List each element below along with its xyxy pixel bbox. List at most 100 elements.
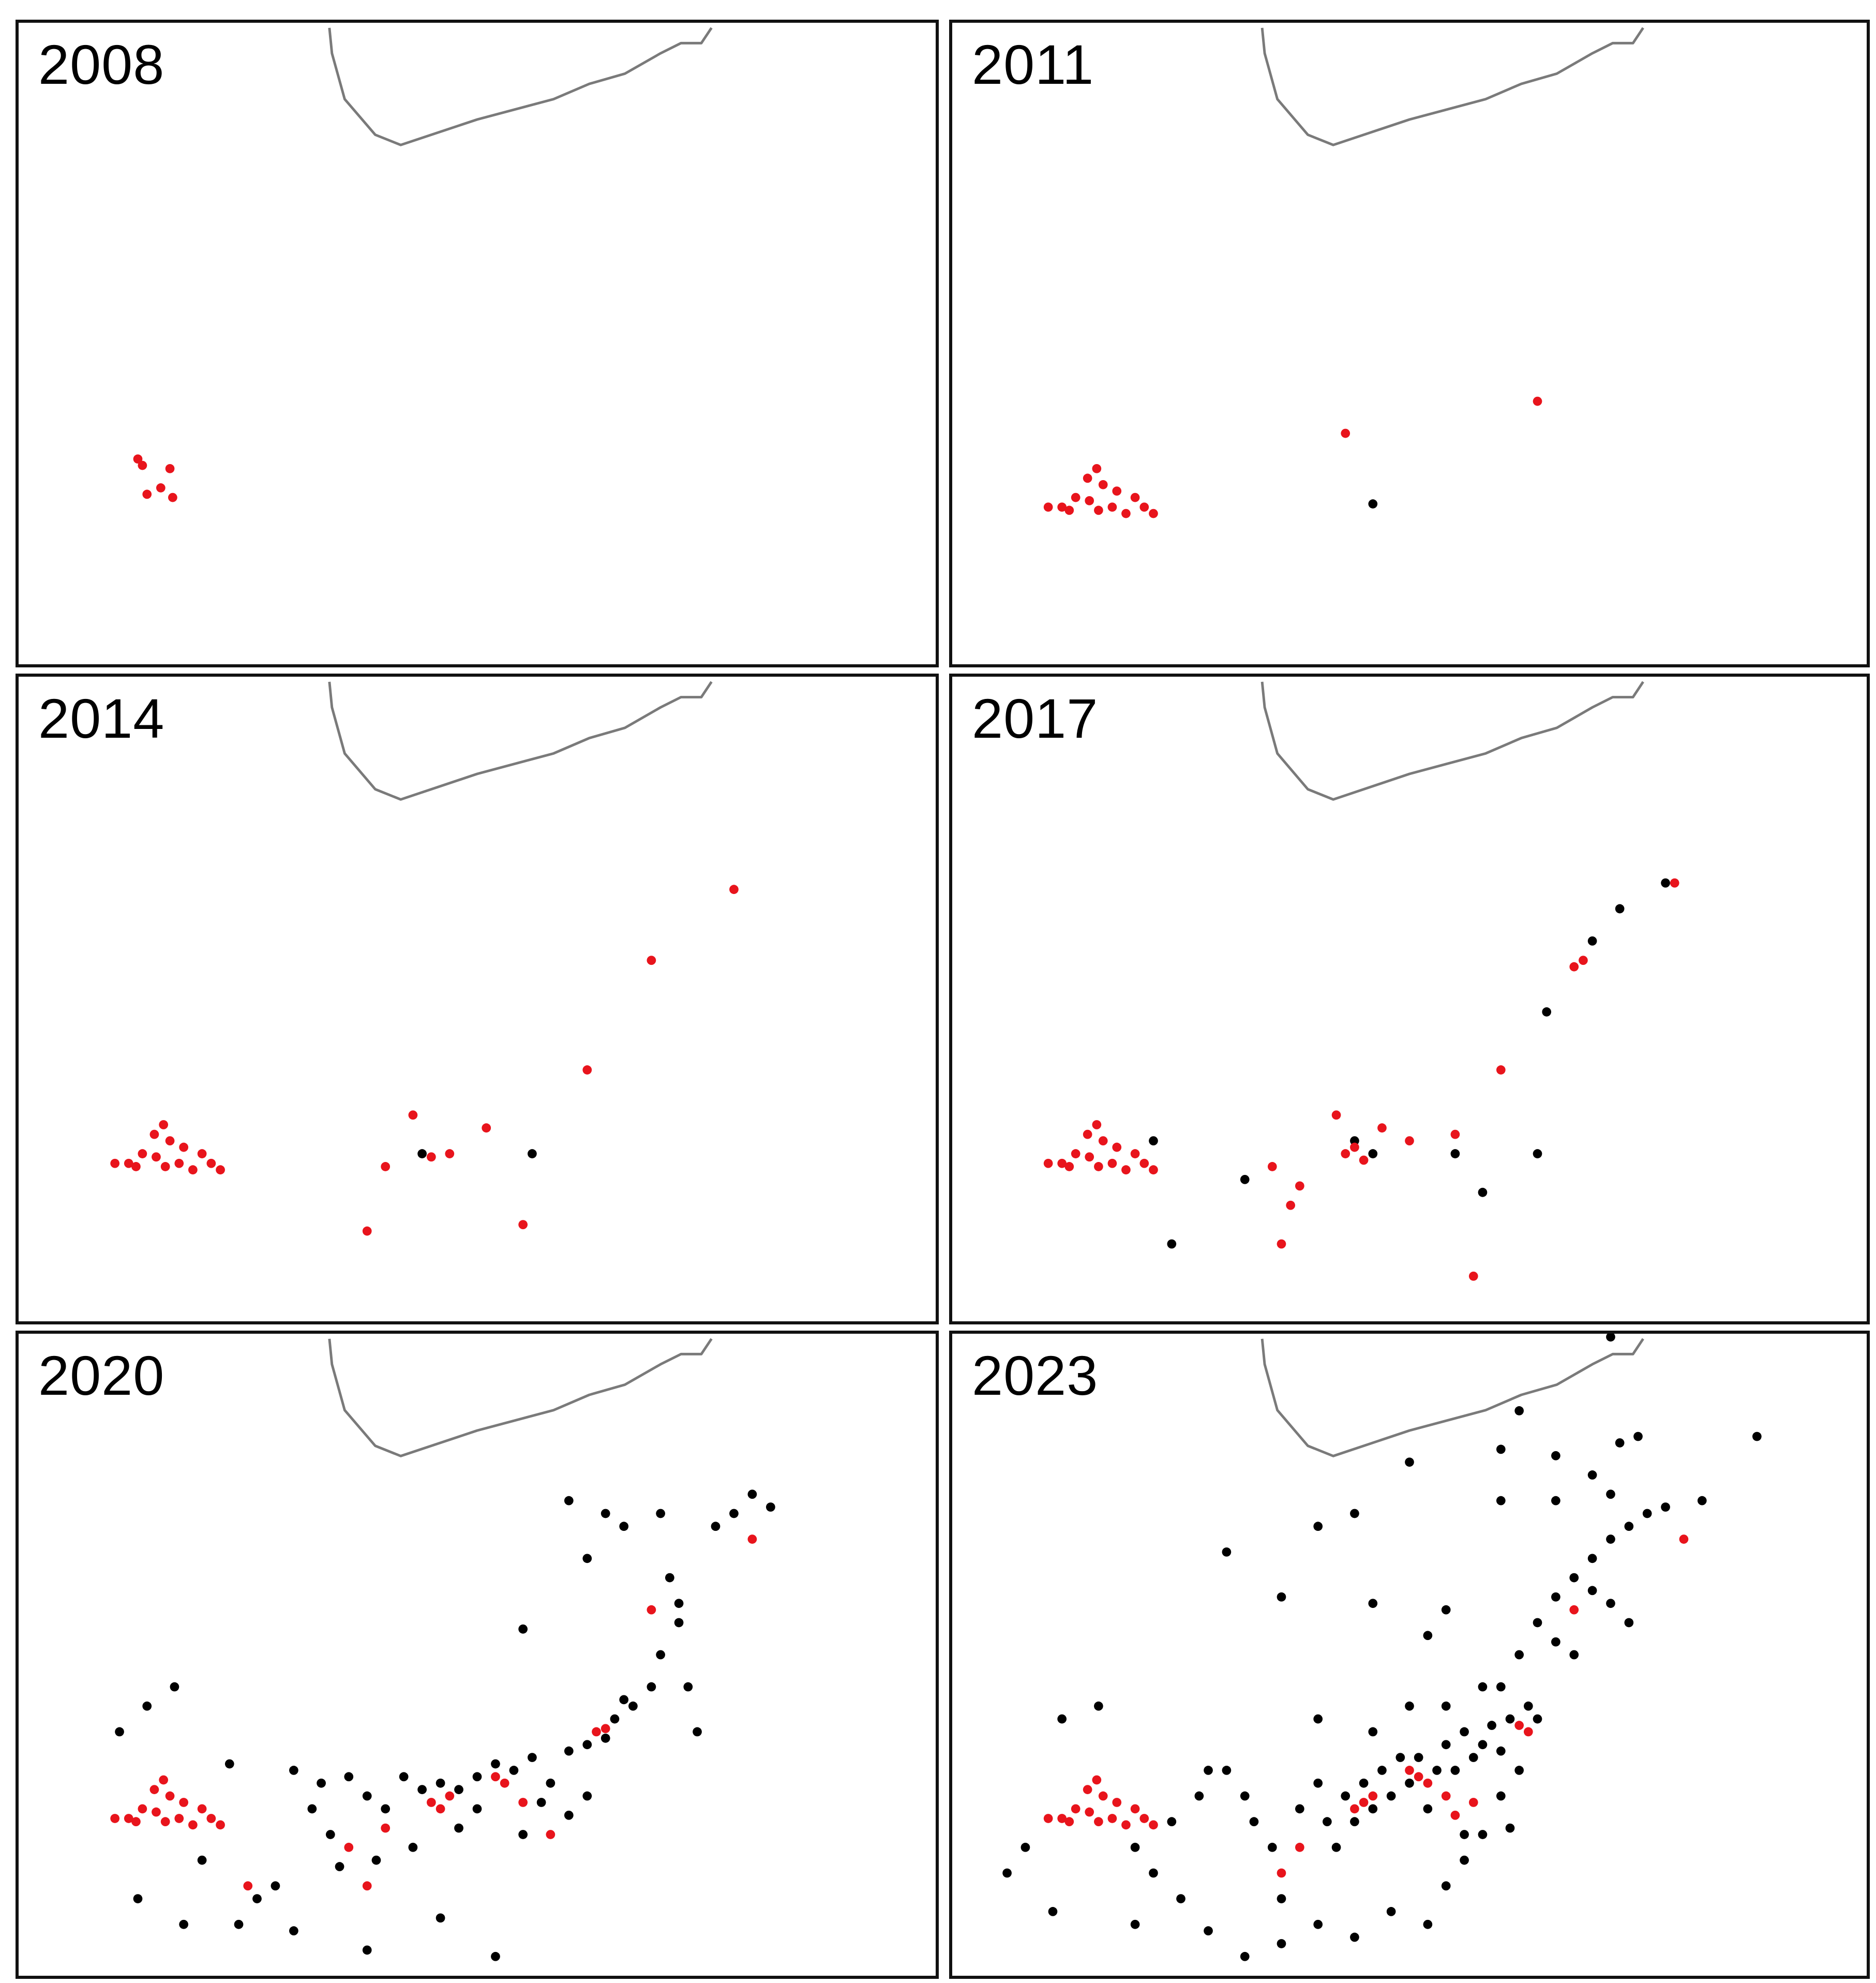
- red-occurrence-point: [500, 1778, 509, 1788]
- red-occurrence-point: [1064, 1817, 1074, 1827]
- black-occurrence-point: [1423, 1919, 1433, 1929]
- red-occurrence-point: [592, 1727, 601, 1737]
- panel-year-label: 2014: [38, 687, 165, 750]
- black-occurrence-point: [371, 1855, 381, 1865]
- red-occurrence-point: [197, 1804, 207, 1814]
- black-occurrence-point: [1460, 1727, 1469, 1737]
- red-occurrence-point: [216, 1820, 225, 1830]
- state-boundary-map: [1043, 681, 1679, 1281]
- black-occurrence-point: [1350, 1932, 1359, 1942]
- red-occurrence-point: [1359, 1155, 1369, 1165]
- black-occurrence-point: [1478, 1740, 1488, 1750]
- red-occurrence-point: [160, 1817, 170, 1827]
- red-occurrence-point: [1112, 486, 1122, 496]
- black-occurrence-point: [1661, 1502, 1670, 1512]
- red-occurrence-point: [216, 1165, 225, 1175]
- red-occurrence-point: [160, 1162, 170, 1171]
- black-occurrence-point: [528, 1753, 537, 1762]
- black-occurrence-point: [1149, 1136, 1158, 1146]
- red-occurrence-point: [362, 1226, 372, 1236]
- black-occurrence-point: [1240, 1791, 1250, 1801]
- red-occurrence-point: [1107, 502, 1117, 512]
- black-occurrence-point: [1204, 1766, 1213, 1775]
- panel-year-label: 2008: [38, 33, 165, 96]
- red-occurrence-point: [1139, 1814, 1149, 1823]
- red-occurrence-point: [1405, 1766, 1414, 1775]
- black-occurrence-point: [408, 1842, 418, 1852]
- red-occurrence-point: [1569, 962, 1579, 972]
- red-occurrence-point: [1092, 1120, 1102, 1129]
- red-occurrence-point: [1107, 1814, 1117, 1823]
- black-occurrence-point: [665, 1573, 674, 1583]
- black-occurrence-point: [1368, 1149, 1378, 1158]
- red-occurrence-point: [1085, 1152, 1094, 1162]
- black-occurrence-point: [1323, 1817, 1332, 1827]
- black-occurrence-point: [472, 1772, 482, 1782]
- red-occurrence-point: [1121, 509, 1131, 518]
- red-occurrence-point: [1071, 493, 1080, 502]
- red-occurrence-point: [1094, 1162, 1103, 1171]
- red-occurrence-point: [1423, 1778, 1433, 1788]
- state-boundary-map: [110, 681, 739, 1236]
- black-occurrence-point: [1587, 1586, 1597, 1596]
- red-occurrence-point: [149, 1129, 159, 1139]
- red-occurrence-point: [546, 1830, 556, 1839]
- black-occurrence-point: [1277, 1939, 1286, 1948]
- red-occurrence-point: [165, 464, 175, 473]
- black-occurrence-point: [582, 1791, 592, 1801]
- black-occurrence-point: [133, 1894, 143, 1903]
- black-occurrence-point: [1441, 1740, 1451, 1750]
- black-occurrence-point: [1313, 1522, 1323, 1531]
- black-occurrence-point: [1386, 1907, 1396, 1916]
- black-occurrence-point: [647, 1682, 656, 1692]
- black-occurrence-point: [1569, 1573, 1579, 1583]
- black-occurrence-point: [1167, 1239, 1177, 1249]
- red-occurrence-point: [362, 1881, 372, 1891]
- black-occurrence-point: [1222, 1547, 1232, 1557]
- red-occurrence-point: [1267, 1162, 1277, 1171]
- red-occurrence-point: [601, 1724, 610, 1734]
- red-occurrence-point: [165, 1136, 175, 1146]
- black-occurrence-point: [564, 1496, 574, 1505]
- black-occurrence-point: [1533, 1714, 1542, 1724]
- black-occurrence-point: [1551, 1592, 1560, 1602]
- red-occurrence-point: [1450, 1129, 1460, 1139]
- red-occurrence-point: [152, 1807, 161, 1817]
- black-occurrence-point: [1450, 1149, 1460, 1158]
- panel-year-label: 2020: [38, 1344, 165, 1407]
- black-occurrence-point: [711, 1522, 721, 1531]
- red-occurrence-point: [1130, 1804, 1140, 1814]
- black-occurrence-point: [142, 1701, 152, 1711]
- black-occurrence-point: [1240, 1951, 1250, 1961]
- black-occurrence-point: [1624, 1618, 1634, 1628]
- red-occurrence-point: [1286, 1200, 1295, 1210]
- black-occurrence-point: [1606, 1534, 1615, 1544]
- black-occurrence-point: [1222, 1766, 1232, 1775]
- red-occurrence-point: [381, 1162, 391, 1171]
- black-occurrence-point: [564, 1810, 574, 1820]
- red-occurrence-point: [138, 1149, 147, 1158]
- black-occurrence-point: [224, 1759, 234, 1769]
- black-occurrence-point: [528, 1149, 537, 1158]
- red-occurrence-point: [174, 1158, 184, 1168]
- red-occurrence-point: [1085, 1807, 1094, 1817]
- black-occurrence-point: [536, 1798, 546, 1807]
- black-occurrence-point: [1405, 1778, 1414, 1788]
- black-occurrence-point: [1624, 1522, 1634, 1531]
- red-occurrence-point: [1368, 1791, 1378, 1801]
- red-occurrence-point: [1350, 1142, 1359, 1152]
- black-occurrence-point: [1204, 1926, 1213, 1935]
- red-occurrence-point: [149, 1785, 159, 1794]
- black-occurrence-point: [1331, 1842, 1341, 1852]
- black-occurrence-point: [1478, 1682, 1488, 1692]
- red-occurrence-point: [582, 1065, 592, 1075]
- red-occurrence-point: [1043, 1158, 1053, 1168]
- red-occurrence-point: [156, 483, 166, 493]
- red-occurrence-point: [138, 1804, 147, 1814]
- black-occurrence-point: [362, 1791, 372, 1801]
- black-occurrence-point: [1661, 878, 1670, 888]
- black-occurrence-point: [1587, 1470, 1597, 1480]
- black-occurrence-point: [656, 1509, 665, 1518]
- black-occurrence-point: [454, 1785, 463, 1794]
- red-occurrence-point: [1057, 1158, 1067, 1168]
